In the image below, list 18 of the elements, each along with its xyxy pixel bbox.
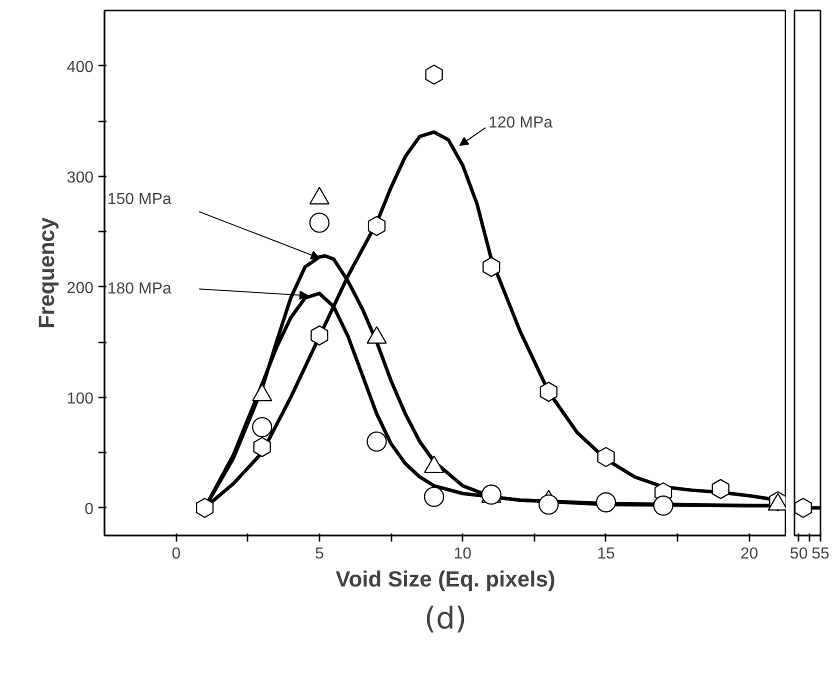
x-tick-label: 20 (740, 546, 758, 562)
x-axis-title: Void Size (Eq. pixels) (336, 566, 556, 592)
x-tick-label: 15 (597, 546, 615, 562)
x-tick-label: 50 (790, 546, 808, 562)
x-tick-label: 5 (314, 546, 324, 562)
y-tick-label: 400 (66, 58, 94, 76)
y-tick-label: 0 (84, 500, 94, 518)
annotation: 180 MPa (107, 280, 172, 298)
y-axis-title: Frequency (34, 216, 59, 329)
annotation: 150 MPa (107, 191, 172, 208)
y-tick-label: 100 (66, 390, 94, 408)
x-tick-label: 55 (812, 546, 830, 562)
text: (d) (424, 602, 467, 636)
x-tick-label: 0 (172, 546, 181, 562)
x-tick-label: 10 (454, 546, 472, 562)
y-tick-label: 200 (66, 280, 94, 297)
y-tick-label: 300 (66, 169, 94, 186)
annotation: 120 MPa (488, 114, 553, 132)
